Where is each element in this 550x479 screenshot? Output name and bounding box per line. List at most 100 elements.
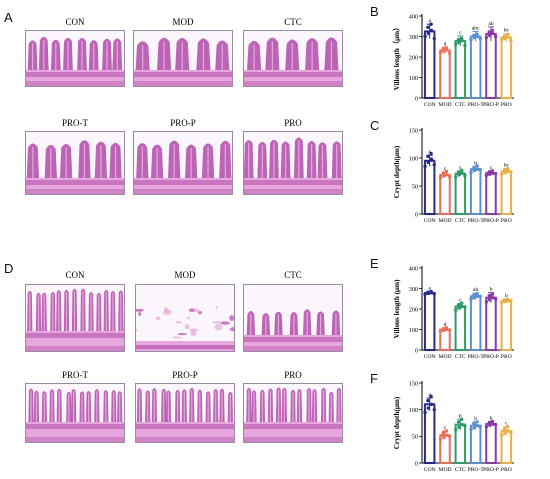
bar (439, 49, 451, 99)
data-point (426, 398, 430, 403)
data-point (429, 289, 433, 294)
y-tick-label: 100 (409, 155, 418, 162)
significance-letter: b (490, 287, 493, 293)
y-tick-label: 400 (409, 13, 418, 20)
histology-image-a4 (25, 131, 125, 195)
significance-letter: d (444, 41, 447, 47)
data-point (426, 290, 430, 294)
data-point (478, 36, 482, 41)
y-tick-label: 100 (409, 75, 418, 82)
data-point (438, 329, 443, 333)
data-point (463, 174, 467, 178)
bar (454, 40, 467, 99)
panel-letter-e: E (370, 256, 379, 271)
histology-image-d2 (135, 284, 235, 352)
y-axis-label: Crypt depth(μm) (393, 145, 401, 198)
x-tick-label: CTC (455, 354, 466, 360)
data-point (502, 34, 507, 38)
chart-f: Crypt depth(μm) 0 50 100 150 a CON c MOD b CTC b PRO… (393, 380, 514, 473)
histology-a-label-3: CTC (284, 17, 302, 27)
bar (439, 328, 451, 351)
bar (469, 35, 482, 99)
y-tick-label: 300 (409, 286, 418, 293)
data-point (502, 427, 507, 431)
y-tick-label: 150 (409, 380, 418, 387)
data-point (484, 300, 489, 304)
data-point (444, 326, 449, 330)
data-point (503, 431, 507, 435)
chart-b: Villous length（μm） 0 100 200 300 400 a CON d MOD c… (392, 13, 514, 108)
significance-letter: b (459, 413, 462, 419)
data-point (429, 157, 434, 161)
significance-letter: c (505, 421, 508, 427)
panel-letter-b: B (370, 4, 379, 19)
bar (469, 295, 482, 351)
y-tick-label: 0 (415, 211, 418, 218)
x-tick-label: CON (424, 354, 436, 360)
significance-letter: b (474, 416, 477, 422)
data-point (493, 171, 498, 176)
x-tick-label: PRO-P (483, 218, 499, 224)
bar (500, 299, 513, 351)
data-point (472, 293, 476, 297)
data-point (454, 428, 458, 432)
data-point (491, 296, 495, 300)
x-tick-label: CTC (455, 102, 466, 108)
significance-letter: c (444, 166, 447, 172)
data-point (475, 423, 480, 428)
data-point (423, 34, 427, 39)
data-point (472, 165, 476, 170)
x-tick-label: PRO (501, 218, 512, 224)
data-point (506, 169, 510, 174)
histology-a-label-2: MOD (172, 17, 194, 27)
data-point (509, 299, 513, 303)
histology-image-d5 (135, 383, 235, 443)
data-point (502, 298, 507, 302)
data-point (500, 172, 504, 176)
y-tick-label: 0 (415, 460, 418, 467)
data-point (429, 402, 434, 407)
bar (469, 424, 482, 464)
data-point (457, 40, 461, 45)
data-point (475, 294, 480, 298)
histology-d-label-1: CON (65, 270, 85, 280)
data-point (472, 426, 476, 430)
data-point (469, 170, 473, 175)
y-tick-label: 100 (409, 407, 418, 414)
data-point (447, 434, 452, 439)
data-point (441, 171, 445, 175)
data-point (502, 168, 507, 172)
x-tick-label: PRO-P (483, 354, 499, 360)
histology-a-label-6: PRO (284, 118, 302, 128)
significance-letter: b (474, 160, 477, 166)
data-point (487, 293, 491, 298)
significance-letter: ab (488, 21, 493, 27)
data-point (432, 292, 436, 296)
data-point (438, 51, 443, 55)
data-point (426, 154, 430, 159)
significance-letter: a (428, 18, 431, 24)
bar (485, 33, 497, 99)
data-point (460, 36, 464, 41)
bar (439, 173, 451, 215)
significance-letter: bc (504, 27, 510, 33)
data-point (445, 173, 449, 177)
bar (423, 30, 436, 99)
data-point (441, 47, 445, 51)
y-tick-label: 100 (409, 327, 418, 334)
data-point (490, 292, 495, 296)
x-tick-label: CON (424, 467, 436, 473)
data-point (456, 170, 461, 174)
bar (423, 292, 436, 351)
chart-e: Villous length (μm) 0 100 200 300 400 a CON d MOD… (393, 265, 514, 360)
x-tick-label: PRO-P (483, 467, 499, 473)
data-point (490, 169, 495, 173)
y-tick-label: 200 (409, 306, 418, 313)
x-tick-label: CTC (455, 218, 466, 224)
panel-letter-c: C (370, 118, 380, 133)
x-tick-label: PRO-T (468, 102, 485, 108)
y-tick-label: 300 (409, 34, 418, 41)
histology-image-a3 (243, 30, 343, 87)
data-point (460, 304, 464, 309)
data-point (487, 30, 491, 34)
